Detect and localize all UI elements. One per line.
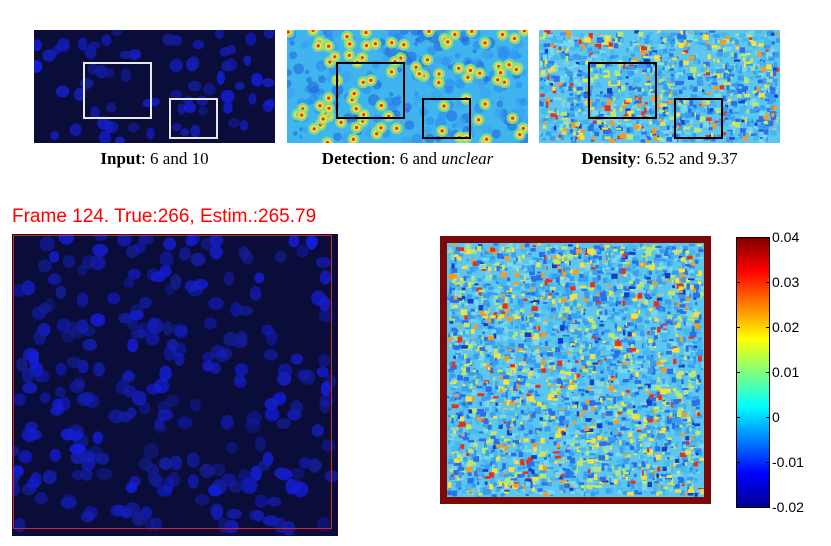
input-region-box-1 xyxy=(83,62,152,119)
density-region-box-2 xyxy=(674,98,723,139)
detection-caption-label: Detection xyxy=(321,149,391,168)
colorbar-tick-label: 0.03 xyxy=(772,273,800,290)
density-heatmap-large xyxy=(440,236,711,504)
colorbar-tick-label: 0.04 xyxy=(772,228,800,245)
detection-region-box-2 xyxy=(422,98,471,139)
colorbar-tick-label: -0.01 xyxy=(772,453,804,470)
detection-map-panel xyxy=(287,30,528,143)
frame-cell-image xyxy=(12,234,338,536)
colorbar xyxy=(736,237,770,508)
density-caption: Density: 6.52 and 9.37 xyxy=(537,149,782,169)
detection-caption-unclear: unclear xyxy=(441,149,494,168)
density-map-large-panel xyxy=(440,236,711,504)
colorbar-tick-label: 0.02 xyxy=(772,318,800,335)
input-caption: Input: 6 and 10 xyxy=(32,149,277,169)
frame-title: Frame 124. True:266, Estim.:265.79 xyxy=(12,206,317,227)
colorbar-tick-label: -0.02 xyxy=(772,498,804,515)
input-cell-image xyxy=(34,30,275,143)
input-image-panel xyxy=(34,30,275,143)
density-region-box-1 xyxy=(588,62,657,119)
density-map-panel xyxy=(539,30,780,143)
colorbar-tick-label: 0.01 xyxy=(772,363,800,380)
input-region-box-2 xyxy=(169,98,218,139)
input-caption-values: : 6 and 10 xyxy=(141,149,209,168)
density-caption-label: Density xyxy=(581,149,637,168)
input-caption-label: Input xyxy=(100,149,142,168)
detection-region-box-1 xyxy=(336,62,405,119)
detection-heatmap xyxy=(287,30,528,143)
colorbar-tick-label: 0 xyxy=(772,408,780,425)
frame-image-panel xyxy=(12,234,338,536)
density-heatmap-small xyxy=(539,30,780,143)
detection-caption-values: : 6 and xyxy=(390,149,442,168)
detection-caption: Detection: 6 and unclear xyxy=(285,149,530,169)
frame-region-outline xyxy=(13,235,332,529)
colorbar-gradient xyxy=(736,237,770,508)
density-caption-values: : 6.52 and 9.37 xyxy=(636,149,738,168)
